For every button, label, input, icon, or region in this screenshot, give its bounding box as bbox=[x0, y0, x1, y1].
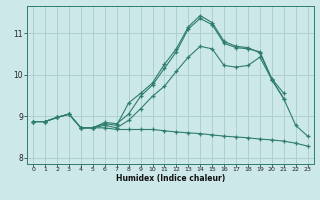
X-axis label: Humidex (Indice chaleur): Humidex (Indice chaleur) bbox=[116, 174, 225, 183]
